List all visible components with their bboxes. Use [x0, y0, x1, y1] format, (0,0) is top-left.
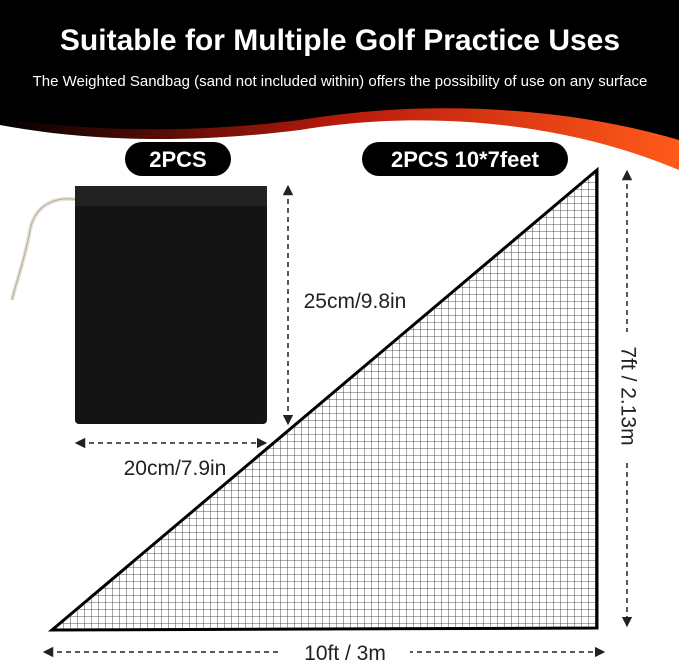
bag-string [10, 196, 81, 301]
header-band [0, 0, 679, 140]
label-bg [280, 638, 410, 666]
pill [125, 142, 231, 176]
bag [75, 186, 267, 424]
bag-string-shade [11, 198, 81, 301]
net-height: 7ft / 2.13m [616, 346, 639, 445]
title: Suitable for Multiple Golf Practice Uses [60, 24, 620, 57]
net-width: 10ft / 3m [304, 642, 386, 665]
bag-count: 2PCS [149, 147, 206, 172]
pill [362, 142, 568, 176]
bag-hem [75, 186, 267, 206]
subtitle: The Weighted Sandbag (sand not included … [33, 73, 648, 90]
bag-height: 25cm/9.8in [304, 290, 407, 313]
label-bg [612, 332, 642, 462]
bag-width: 20cm/7.9in [124, 457, 227, 480]
net [47, 166, 599, 632]
net-count: 2PCS 10*7feet [391, 147, 540, 172]
